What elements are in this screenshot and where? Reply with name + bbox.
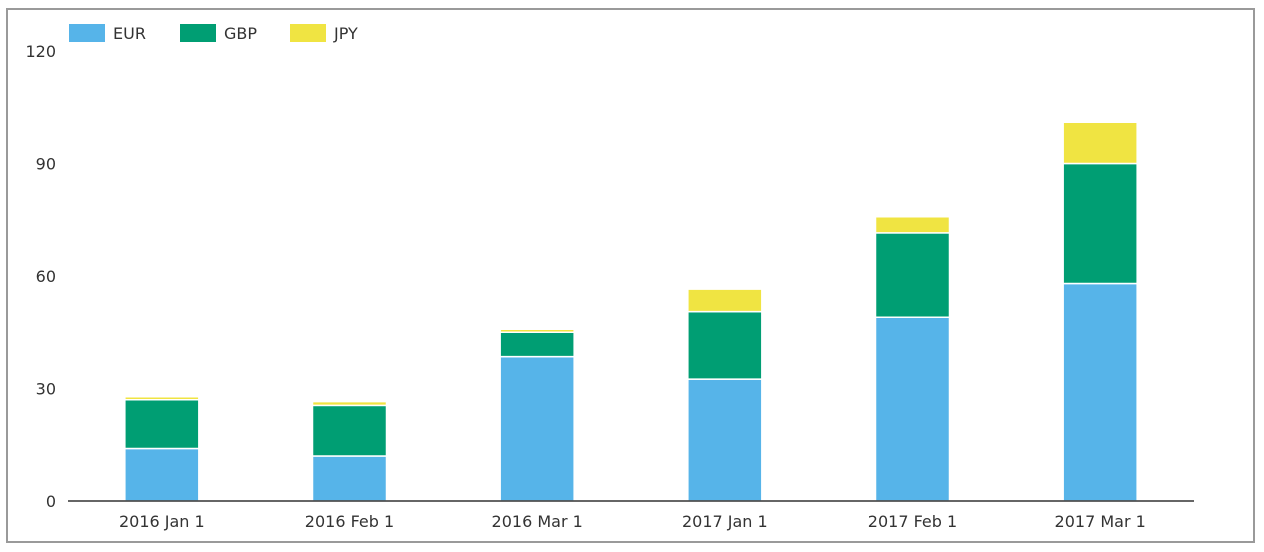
- legend-swatch-gbp: [180, 24, 216, 42]
- bar-eur-1[interactable]: [311, 455, 388, 502]
- legend-label-jpy: JPY: [333, 24, 358, 43]
- bar-gbp-5[interactable]: [1062, 162, 1138, 285]
- x-tick-label: 2017 Feb 1: [868, 512, 957, 531]
- y-tick-label: 0: [46, 492, 56, 511]
- y-tick-label: 120: [25, 42, 56, 61]
- chart-frame: [6, 8, 1255, 543]
- x-tick-label: 2017 Mar 1: [1055, 512, 1146, 531]
- bar-eur-2[interactable]: [499, 355, 575, 502]
- bar-eur-5[interactable]: [1062, 282, 1138, 502]
- bar-jpy-2[interactable]: [499, 328, 575, 333]
- legend: EUR GBP JPY: [69, 24, 358, 43]
- y-axis: 0 30 60 90 120: [25, 42, 56, 511]
- x-tick-label: 2016 Mar 1: [492, 512, 583, 531]
- bar-gbp-4[interactable]: [874, 232, 951, 318]
- legend-label-gbp: GBP: [224, 24, 257, 43]
- bar-jpy-5[interactable]: [1062, 121, 1138, 165]
- y-tick-label: 90: [36, 155, 56, 174]
- bar-eur-3[interactable]: [687, 378, 763, 502]
- bar-jpy-1[interactable]: [311, 400, 388, 407]
- bar-gbp-1[interactable]: [311, 404, 388, 457]
- x-tick-label: 2016 Feb 1: [305, 512, 394, 531]
- bar-jpy-0[interactable]: [124, 396, 200, 401]
- bar-eur-4[interactable]: [874, 316, 951, 502]
- bar-gbp-3[interactable]: [687, 310, 763, 380]
- bar-jpy-4[interactable]: [874, 216, 951, 234]
- bar-gbp-0[interactable]: [124, 399, 200, 450]
- y-tick-label: 30: [36, 380, 56, 399]
- legend-label-eur: EUR: [113, 24, 146, 43]
- legend-swatch-eur: [69, 24, 105, 42]
- x-tick-label: 2016 Jan 1: [119, 512, 205, 531]
- legend-swatch-jpy: [290, 24, 326, 42]
- bars: [124, 121, 1138, 502]
- bar-jpy-3[interactable]: [687, 288, 763, 313]
- bar-gbp-2[interactable]: [499, 331, 575, 358]
- y-tick-label: 60: [36, 267, 56, 286]
- x-tick-label: 2017 Jan 1: [682, 512, 768, 531]
- bar-eur-0[interactable]: [124, 447, 200, 502]
- x-axis: 2016 Jan 1 2016 Feb 1 2016 Mar 1 2017 Jan 1…: [119, 512, 1146, 531]
